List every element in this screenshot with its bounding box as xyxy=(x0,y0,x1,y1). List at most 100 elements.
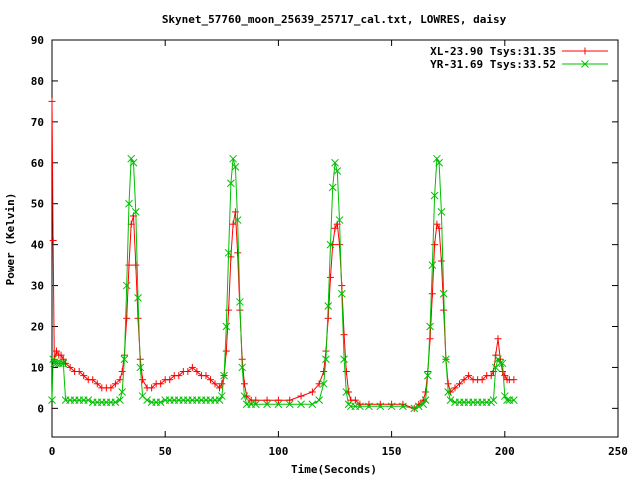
y-tick-label: 50 xyxy=(31,198,44,211)
data-point xyxy=(118,368,126,376)
data-point xyxy=(444,388,453,396)
data-point xyxy=(49,237,57,245)
data-point xyxy=(433,154,441,163)
data-point xyxy=(120,355,129,364)
data-point xyxy=(494,335,502,343)
data-point xyxy=(419,400,428,409)
data-point xyxy=(48,97,56,105)
data-point xyxy=(111,380,119,388)
data-point xyxy=(496,359,505,368)
data-point xyxy=(510,376,518,384)
data-point xyxy=(139,376,147,384)
data-point xyxy=(437,208,446,216)
data-point xyxy=(501,372,509,380)
data-point xyxy=(414,402,423,411)
data-point xyxy=(286,396,294,404)
x-tick-label: 100 xyxy=(268,445,288,458)
data-point xyxy=(93,380,101,388)
data-point xyxy=(478,376,486,384)
data-point xyxy=(342,368,350,376)
data-point xyxy=(84,396,93,405)
data-point xyxy=(107,384,115,392)
data-point xyxy=(116,376,124,384)
data-point xyxy=(331,224,339,232)
data-point xyxy=(240,380,248,388)
data-point xyxy=(487,372,495,380)
data-point xyxy=(422,388,430,396)
data-point xyxy=(134,314,142,322)
data-point xyxy=(129,158,138,167)
data-point xyxy=(175,372,183,380)
data-point xyxy=(216,384,224,392)
data-point xyxy=(308,400,317,409)
data-point xyxy=(222,322,231,331)
y-tick-label: 80 xyxy=(31,75,44,88)
data-point xyxy=(127,154,136,163)
x-tick-label: 0 xyxy=(49,445,56,458)
data-point xyxy=(337,289,346,298)
data-point xyxy=(136,363,145,372)
data-point xyxy=(263,396,271,404)
data-point xyxy=(233,216,242,224)
data-point xyxy=(132,261,140,269)
x-tick-label: 50 xyxy=(159,445,172,458)
data-point xyxy=(356,402,364,411)
data-point xyxy=(48,396,56,405)
x-tick-label: 150 xyxy=(382,445,402,458)
data-point xyxy=(428,261,437,269)
legend-label: YR-31.69 Tsys:33.52 xyxy=(430,58,556,71)
data-point xyxy=(125,199,133,208)
y-tick-label: 60 xyxy=(31,157,44,170)
data-point xyxy=(421,396,430,405)
data-point xyxy=(335,216,344,224)
data-point xyxy=(333,167,342,175)
data-point xyxy=(274,400,283,409)
data-point xyxy=(331,158,339,167)
series-line xyxy=(51,156,514,409)
data-point xyxy=(202,372,210,380)
data-point xyxy=(57,359,65,368)
data-point xyxy=(224,248,233,257)
x-tick-label: 250 xyxy=(608,445,628,458)
data-point xyxy=(456,380,464,388)
data-point xyxy=(351,396,359,404)
legend-label: XL-23.90 Tsys:31.35 xyxy=(430,45,556,58)
data-point xyxy=(433,220,441,228)
data-point xyxy=(57,351,65,359)
data-point xyxy=(111,398,120,407)
data-point xyxy=(308,388,316,396)
data-point xyxy=(336,241,344,249)
data-point xyxy=(439,289,448,298)
series-2 xyxy=(48,154,518,413)
data-point xyxy=(365,402,373,411)
data-point xyxy=(234,249,242,257)
legend-marker xyxy=(581,47,589,55)
data-point xyxy=(315,396,324,405)
data-point xyxy=(251,400,260,409)
data-point xyxy=(340,331,348,339)
data-point xyxy=(238,363,247,372)
data-point xyxy=(59,359,68,368)
data-point xyxy=(324,302,333,310)
data-point xyxy=(193,368,201,376)
y-tick-label: 90 xyxy=(31,34,44,47)
data-point xyxy=(297,392,305,400)
data-point xyxy=(53,347,61,355)
data-point xyxy=(211,380,219,388)
data-point xyxy=(227,179,235,188)
data-point xyxy=(503,396,511,405)
data-point xyxy=(460,376,468,384)
data-point xyxy=(188,363,196,371)
y-tick-label: 40 xyxy=(31,239,44,252)
data-point xyxy=(297,400,305,409)
data-point xyxy=(225,306,233,314)
data-point xyxy=(451,384,459,392)
data-point xyxy=(118,388,127,396)
data-point xyxy=(387,402,396,411)
data-series xyxy=(48,97,518,413)
data-point xyxy=(320,368,328,376)
data-point xyxy=(184,368,192,376)
y-tick-label: 30 xyxy=(31,280,44,293)
data-point xyxy=(274,396,282,404)
